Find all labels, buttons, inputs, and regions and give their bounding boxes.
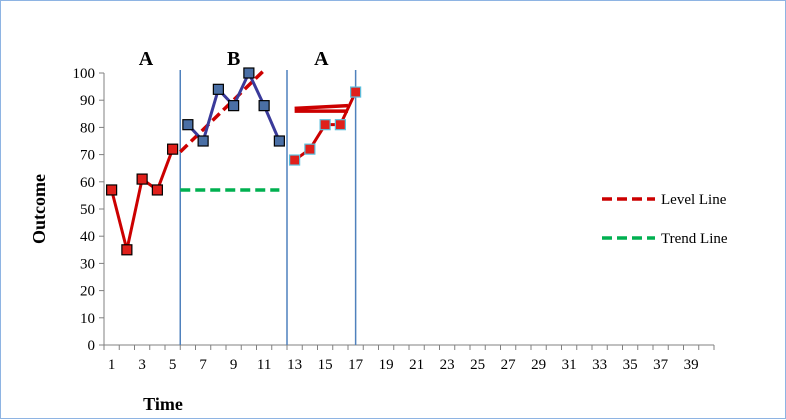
data-point-marker	[151, 184, 163, 196]
y-axis-title: Outcome	[29, 174, 49, 244]
y-tick-label: 50	[80, 202, 95, 218]
phase-dividers	[179, 70, 357, 345]
data-point-marker	[350, 86, 362, 98]
data-point-marker	[106, 184, 118, 196]
data-point-marker	[167, 143, 179, 155]
y-tick-label: 70	[80, 148, 95, 164]
x-tick-label: 29	[531, 357, 546, 373]
y-tick-label: 60	[80, 175, 95, 191]
x-tick-label: 15	[318, 357, 333, 373]
data-point-marker	[197, 135, 209, 147]
dashed-reference-line	[179, 69, 266, 154]
legend-label: Level Line	[661, 192, 727, 208]
y-tick-label: 0	[88, 338, 96, 354]
y-tick-label: 20	[80, 284, 95, 300]
data-point-marker	[136, 173, 148, 185]
y-tick-label: 40	[80, 229, 95, 245]
y-tick-label: 90	[80, 93, 95, 109]
legend: Level Line Trend Line	[602, 192, 728, 247]
x-tick-label: 19	[379, 357, 394, 373]
data-point-marker	[258, 100, 270, 112]
x-tick-label: 1	[108, 357, 116, 373]
phase-label: A	[139, 48, 154, 70]
x-tick-label: 7	[199, 357, 207, 373]
data-point-marker	[121, 244, 133, 256]
x-tick-label: 9	[230, 357, 238, 373]
x-tick-label: 3	[138, 357, 146, 373]
y-tick-label: 100	[73, 66, 96, 82]
data-point-marker	[273, 135, 285, 147]
x-axis-title: Time	[143, 394, 183, 414]
phase-label: A	[314, 48, 329, 70]
data-point-marker	[319, 119, 331, 131]
y-tick-label: 10	[80, 311, 95, 327]
y-tick-label: 80	[80, 120, 95, 136]
legend-label: Trend Line	[661, 231, 728, 247]
x-tick-label: 21	[409, 357, 424, 373]
data-point-marker	[243, 67, 255, 79]
x-tick-label: 35	[623, 357, 638, 373]
x-tick-label: 39	[684, 357, 699, 373]
data-point-marker	[289, 154, 301, 166]
data-point-marker	[228, 100, 240, 112]
x-tick-label: 37	[653, 357, 669, 373]
data-point-marker	[334, 119, 346, 131]
data-point-marker	[182, 119, 194, 131]
x-tick-label: 11	[257, 357, 271, 373]
x-tick-label: 27	[501, 357, 517, 373]
y-tick-label: 30	[80, 256, 95, 272]
x-tick-label: 17	[348, 357, 364, 373]
phase-label: B	[227, 48, 240, 70]
x-tick-label: 23	[440, 357, 455, 373]
x-tick-label: 33	[592, 357, 607, 373]
series-line	[110, 148, 175, 251]
x-tick-label: 13	[287, 357, 302, 373]
x-tick-label: 5	[169, 357, 177, 373]
reference-lines	[179, 69, 349, 192]
solid-reference-line	[294, 103, 349, 111]
data-series	[106, 67, 362, 256]
x-tick-label: 25	[470, 357, 485, 373]
x-tick-label: 31	[562, 357, 577, 373]
data-point-marker	[212, 83, 224, 95]
data-point-marker	[304, 143, 316, 155]
